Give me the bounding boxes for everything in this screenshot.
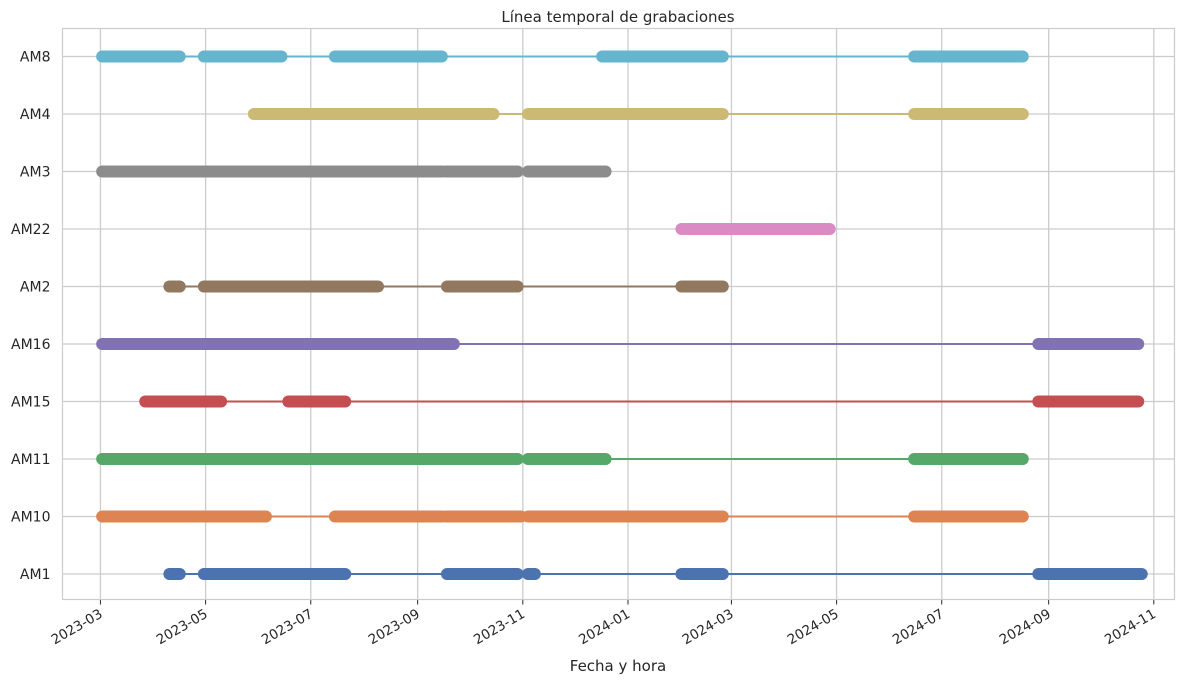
y-tick-label: AM15 bbox=[11, 395, 50, 411]
data-series bbox=[96, 50, 1148, 580]
x-axis-label: Fecha y hora bbox=[570, 657, 666, 675]
plot-frame bbox=[61, 27, 1176, 601]
y-tick-label: AM11 bbox=[11, 452, 50, 468]
x-tick-label: 2024-05 bbox=[785, 606, 842, 648]
y-tick-label: AM4 bbox=[20, 107, 51, 123]
x-tick-label: 2023-07 bbox=[259, 606, 316, 648]
x-tick-labels: 2023-03 2023-05 2023-07 2023-09 2023-11 2024-… bbox=[49, 606, 1159, 648]
x-tick-label: 2024-03 bbox=[680, 606, 737, 648]
y-tick-label: AM8 bbox=[20, 50, 51, 66]
x-tick-label: 2023-03 bbox=[49, 606, 106, 648]
x-tick-label: 2024-11 bbox=[1102, 606, 1159, 648]
x-tick-label: 2024-01 bbox=[576, 606, 633, 648]
chart-title: Línea temporal de grabaciones bbox=[501, 8, 734, 26]
y-tick-label: AM16 bbox=[11, 337, 51, 353]
y-tick-label: AM2 bbox=[20, 280, 51, 296]
x-tick-label: 2023-05 bbox=[154, 606, 211, 648]
x-tick-label: 2023-11 bbox=[471, 606, 528, 648]
x-tick-label: 2024-09 bbox=[997, 606, 1054, 648]
y-tick-labels: AM1 AM10 AM11 AM15 AM16 AM2 AM22 AM3 AM4 AM8 bbox=[11, 50, 51, 584]
y-tick-label: AM10 bbox=[11, 510, 50, 526]
y-tick-label: AM3 bbox=[20, 165, 51, 181]
y-tick-label: AM22 bbox=[11, 222, 50, 238]
plot-background bbox=[62, 28, 1175, 600]
x-tick-label: 2023-09 bbox=[366, 606, 423, 648]
y-tick-label: AM1 bbox=[20, 567, 51, 583]
x-tick-label: 2024-07 bbox=[890, 606, 947, 648]
